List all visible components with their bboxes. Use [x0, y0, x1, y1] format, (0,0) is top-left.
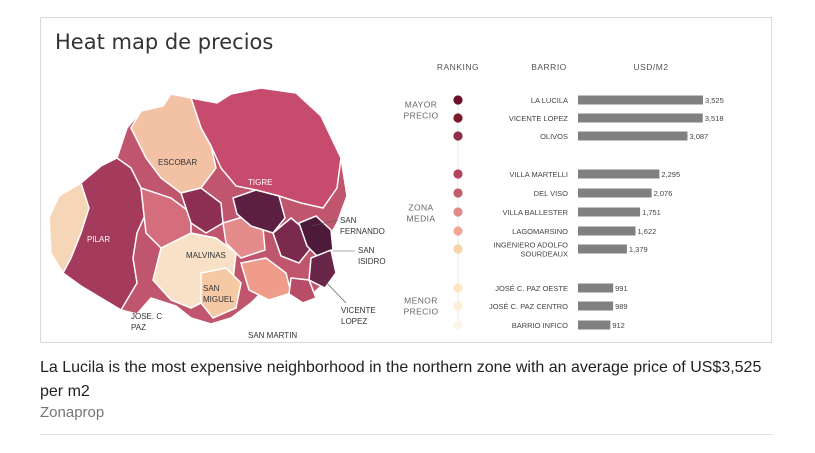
map-label-san-miguel: MIGUEL — [203, 295, 234, 304]
column-header-ranking: RANKING — [437, 62, 479, 72]
group-label: PRECIO — [404, 111, 439, 121]
ranking-dot — [453, 95, 463, 105]
category-label: VILLA BALLESTER — [503, 208, 569, 217]
bar — [578, 226, 636, 236]
bar — [578, 283, 614, 293]
ranking-bar-chart: RANKING BARRIO USD/M2 MAYORPRECIOZONAMED… — [404, 62, 724, 330]
group-label: ZONA — [408, 203, 433, 213]
figure-caption: La Lucila is the most expensive neighbor… — [40, 359, 762, 400]
map-label-san-martin: SAN MARTIN — [248, 331, 297, 340]
map-label-san-fernando: FERNANDO — [340, 227, 385, 236]
value-label: 1,379 — [629, 245, 648, 254]
ranking-dot — [453, 283, 463, 293]
map-label-pilar: PILAR — [87, 235, 110, 244]
map-label-vicente-lopez: VICENTE — [341, 306, 376, 315]
value-label: 3,087 — [689, 132, 708, 141]
column-header-barrio: BARRIO — [531, 62, 567, 72]
bar — [578, 207, 641, 217]
category-label: LA LUCILA — [531, 96, 568, 105]
ranking-dot — [453, 188, 463, 198]
map-label-san-isidro: SAN — [358, 246, 375, 255]
map-label-vicente-lopez: LOPEZ — [341, 317, 367, 326]
map-label-san-isidro: ISIDRO — [358, 257, 386, 266]
bar — [578, 244, 627, 254]
category-label: OLIVOS — [540, 132, 568, 141]
chart-title: Heat map de precios — [55, 30, 274, 54]
map-region — [298, 215, 334, 259]
map-label-jose-c-paz: JOSE. C — [131, 312, 162, 321]
map-label-tigre: TIGRE — [248, 178, 272, 187]
ranking-dot — [453, 113, 463, 123]
category-label: VILLA MARTELLI — [509, 170, 568, 179]
category-label: BARRIO INFICO — [512, 321, 568, 330]
ranking-dot — [453, 131, 463, 141]
category-label: JOSÉ C. PAZ CENTRO — [489, 302, 568, 311]
map-region — [48, 181, 90, 275]
bar — [578, 320, 611, 330]
column-header-value: USD/M2 — [633, 62, 668, 72]
bar — [578, 188, 652, 198]
value-label: 991 — [615, 284, 628, 293]
ranking-dot — [453, 301, 463, 311]
group-label: MEDIA — [407, 214, 436, 224]
ranking-dot — [453, 320, 463, 330]
value-label: 2,295 — [661, 170, 680, 179]
ranking-dot — [453, 226, 463, 236]
category-label: JOSÉ C. PAZ OESTE — [495, 284, 568, 293]
bar — [578, 113, 703, 123]
chart-figure: Heat map de precios ESCOBAR TIGRE PILAR … — [40, 17, 772, 343]
ranking-dot — [453, 169, 463, 179]
category-label: LAGOMARSINO — [512, 227, 568, 236]
heat-map-illustration: ESCOBAR TIGRE PILAR MALVINAS SAN MIGUEL … — [48, 87, 386, 340]
map-label-jose-c-paz: PAZ — [131, 323, 146, 332]
bar — [578, 169, 660, 179]
map-label-san-fernando: SAN — [340, 216, 357, 225]
group-label: MAYOR — [405, 100, 438, 110]
map-region — [189, 87, 342, 209]
category-label: VICENTE LOPEZ — [509, 114, 569, 123]
map-region — [140, 186, 192, 249]
map-label-malvinas: MALVINAS — [186, 251, 226, 260]
map-region — [130, 93, 217, 194]
map-label-escobar: ESCOBAR — [158, 158, 197, 167]
ranking-dot — [453, 207, 463, 217]
value-label: 3,525 — [705, 96, 724, 105]
map-region — [308, 248, 337, 289]
bar — [578, 301, 614, 311]
value-label: 3,518 — [705, 114, 724, 123]
bar — [578, 95, 703, 105]
map-region — [232, 189, 286, 234]
value-label: 912 — [612, 321, 625, 330]
value-label: 1,622 — [638, 227, 657, 236]
group-label: PRECIO — [404, 307, 439, 317]
map-label-san-miguel: SAN — [203, 284, 220, 293]
value-label: 1,751 — [642, 208, 661, 217]
figure-source: Zonaprop — [40, 404, 105, 421]
category-label: DEL VISO — [534, 189, 568, 198]
group-label: MENOR — [404, 296, 438, 306]
bar — [578, 131, 688, 141]
value-label: 2,076 — [654, 189, 673, 198]
ranking-dot — [453, 244, 463, 254]
divider — [40, 434, 773, 435]
category-label: INGENIERO ADOLFO — [493, 241, 568, 250]
category-label: SOURDEAUX — [520, 250, 568, 259]
map-region — [288, 277, 317, 304]
value-label: 989 — [615, 302, 628, 311]
map-region — [200, 267, 242, 319]
